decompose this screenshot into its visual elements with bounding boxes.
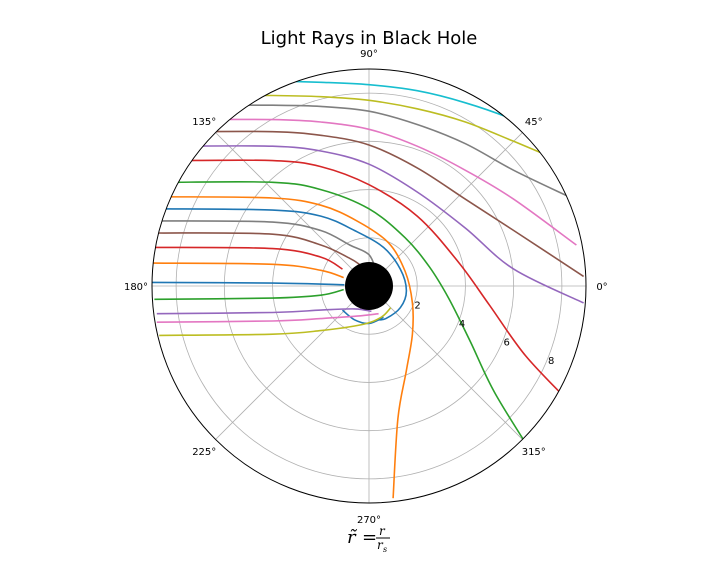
theta-tick-label: 45° <box>525 117 543 128</box>
light-ray-12 <box>156 232 360 265</box>
theta-tick-label: 90° <box>360 49 378 60</box>
light-ray-19 <box>156 312 379 323</box>
light-ray-10 <box>161 208 408 321</box>
polar-frame <box>151 68 587 504</box>
theta-tick-labels: 0° 45° 90° 135° 180° 225° 270° 315° <box>124 49 608 526</box>
light-ray-7 <box>176 159 573 405</box>
light-ray-2 <box>204 94 560 162</box>
light-ray-3 <box>200 104 570 198</box>
theta-tick-label: 225° <box>192 447 216 458</box>
radial-tick-labels: 2 4 6 8 <box>414 300 554 366</box>
theta-tick-label: 135° <box>192 117 216 128</box>
theta-tick-label: 315° <box>522 447 546 458</box>
x-axis-label-equals: = <box>362 527 377 548</box>
light-ray-8 <box>168 180 534 456</box>
light-ray-4 <box>190 118 577 246</box>
x-axis-label-denominator: r <box>377 538 384 552</box>
theta-tick-label: 0° <box>596 282 607 293</box>
light-ray-20 <box>159 307 392 337</box>
polar-grid <box>152 69 586 503</box>
theta-grid-line <box>368 285 523 440</box>
light-ray-16 <box>154 288 344 301</box>
light-ray-17 <box>341 309 384 325</box>
light-ray-14 <box>152 262 344 279</box>
r-tick-label: 2 <box>414 300 420 311</box>
black-hole <box>345 262 393 310</box>
theta-grid-line <box>215 132 370 287</box>
theta-grid-line <box>368 132 523 287</box>
chart-title: Light Rays in Black Hole <box>261 28 478 49</box>
light-ray-1 <box>219 80 551 138</box>
light-ray-18 <box>156 308 372 315</box>
r-tick-label: 6 <box>503 337 509 348</box>
x-axis-label: r̃ = r r s <box>347 524 390 554</box>
r-tick-label: 4 <box>459 319 465 330</box>
light-ray-11 <box>159 220 377 272</box>
theta-tick-label: 180° <box>124 282 148 293</box>
x-axis-label-denominator-sub: s <box>383 545 387 554</box>
x-axis-label-lhs: r̃ <box>347 527 357 548</box>
theta-tick-label: 270° <box>357 515 381 526</box>
light-ray-13 <box>154 246 343 270</box>
light-ray-9 <box>166 196 415 499</box>
r-tick-label: 8 <box>548 356 554 367</box>
x-axis-label-numerator: r <box>379 524 386 538</box>
light-ray-15 <box>152 281 345 286</box>
light-ray-5 <box>185 130 585 278</box>
light-ray-6 <box>180 145 584 304</box>
